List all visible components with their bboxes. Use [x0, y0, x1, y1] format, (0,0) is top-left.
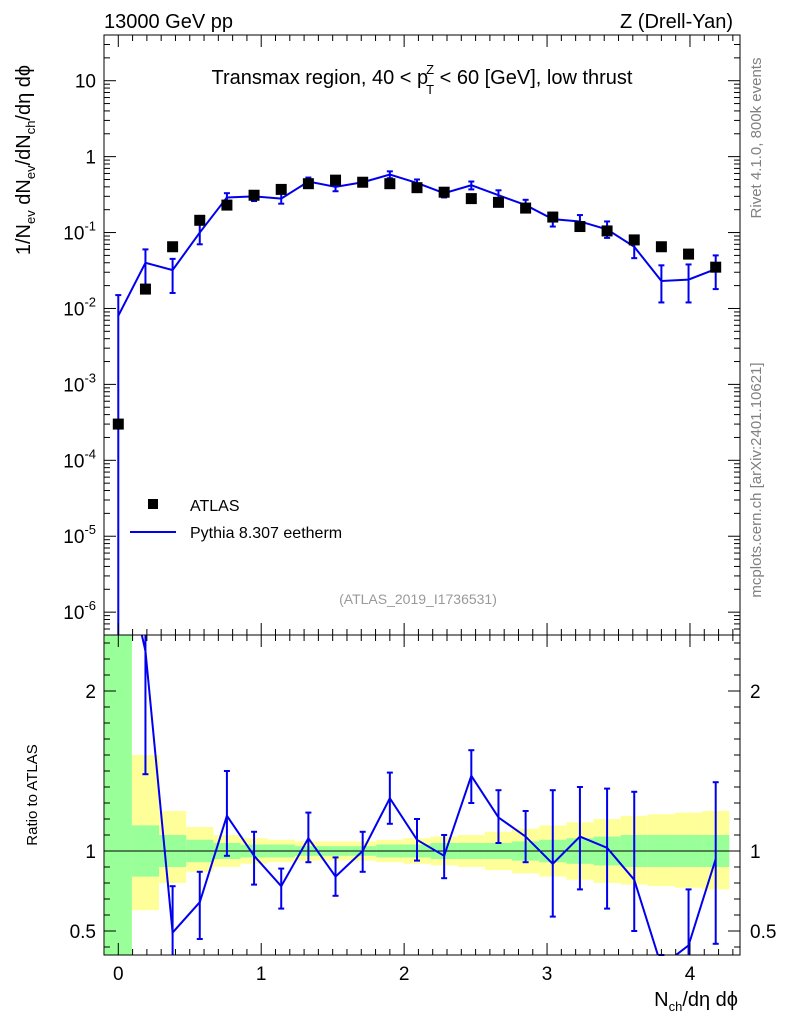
- legend-label-atlas: ATLAS: [190, 498, 240, 515]
- ratio-line: [140, 635, 717, 955]
- atlas-data-point: [139, 283, 151, 295]
- atlas-data-point: [628, 234, 640, 246]
- atlas-data-point: [438, 186, 450, 198]
- header-left: 13000 GeV pp: [104, 11, 233, 33]
- atlas-data-point: [465, 193, 477, 205]
- atlas-data-point: [411, 182, 423, 194]
- y-tick-label: 10-2: [63, 294, 96, 320]
- atlas-data-point: [655, 241, 667, 253]
- main-axes: 10-6 10-5 10-4 10-3 10-2 10-1 1 10: [63, 34, 740, 636]
- ratio-panel: 0.5 0.5 1 1 2 2 0 1 2 3 4 Ratio to ATLAS Nch/dη dϕ: [24, 634, 776, 1014]
- ratio-y-tick-label: 0.5: [70, 922, 96, 943]
- atlas-data-point: [112, 418, 124, 430]
- x-tick-label: 1: [256, 964, 267, 985]
- plot-title: Transmax region, 40 < pZ T < 60 [GeV], lo…: [212, 62, 633, 97]
- atlas-data-point: [357, 176, 369, 188]
- x-tick-label: 2: [399, 964, 410, 985]
- y-tick-label: 10-5: [63, 522, 96, 548]
- ratio-band-inner: [104, 635, 132, 955]
- mc-line: [117, 173, 717, 317]
- atlas-data-point: [275, 183, 287, 195]
- atlas-data-point: [574, 221, 586, 233]
- legend-marker-atlas: [148, 499, 158, 509]
- atlas-data-point: [601, 225, 613, 237]
- y-tick-label: 1: [85, 148, 96, 169]
- atlas-data-point: [384, 178, 396, 190]
- ratio-y-tick-label-right: 2: [750, 682, 761, 703]
- atlas-data-point: [330, 174, 342, 186]
- ratio-y-tick-label: 1: [85, 842, 96, 863]
- main-plot-area: [112, 170, 722, 635]
- side-label-top: Rivet 4.1.0, 800k events: [748, 58, 765, 219]
- ratio-y-tick-label-right: 1: [750, 842, 761, 863]
- ratio-frame: [103, 634, 741, 956]
- x-tick-label: 0: [113, 964, 124, 985]
- y-tick-label: 10-3: [63, 370, 96, 396]
- side-label-bottom: mcplots.cern.ch [arXiv:2401.10621]: [748, 362, 765, 597]
- y-tick-label: 10-6: [63, 598, 96, 624]
- ratio-plot-area: [104, 635, 740, 956]
- main-frame: [103, 34, 741, 636]
- ratio-ylabel: Ratio to ATLAS: [24, 744, 41, 845]
- atlas-data-point: [547, 211, 559, 223]
- atlas-data-point: [520, 202, 532, 214]
- analysis-tag: (ATLAS_2019_I1736531): [339, 591, 497, 607]
- legend-label-pythia: Pythia 8.307 eetherm: [190, 525, 342, 542]
- ratio-y-tick-label-right: 0.5: [750, 922, 776, 943]
- main-ylabel: 1/Nev dNev/dNch/dη dϕ: [13, 65, 38, 255]
- main-panel: 10-6 10-5 10-4 10-3 10-2 10-1 1 10 Transmax reg…: [13, 34, 741, 636]
- atlas-data-point: [492, 196, 504, 208]
- ratio-xlabel: Nch/dη dϕ: [654, 989, 738, 1014]
- atlas-data-point: [683, 248, 695, 260]
- atlas-data-point: [302, 178, 314, 190]
- atlas-data-point: [167, 241, 179, 253]
- legend: ATLAS Pythia 8.307 eetherm: [130, 498, 342, 542]
- x-tick-label: 4: [685, 964, 696, 985]
- atlas-data-point: [248, 189, 260, 201]
- atlas-data-point: [194, 214, 206, 226]
- svg-text:1/Nev dNev/dNch/dη dϕ: 1/Nev dNev/dNch/dη dϕ: [13, 65, 38, 255]
- ratio-axes: 0.5 0.5 1 1 2 2 0 1 2 3 4: [70, 635, 776, 985]
- header-right: Z (Drell-Yan): [620, 11, 733, 33]
- x-tick-label: 3: [542, 964, 553, 985]
- y-tick-label: 10-4: [63, 446, 96, 472]
- atlas-data-point: [710, 261, 722, 273]
- ratio-y-tick-label: 2: [85, 682, 96, 703]
- atlas-data-point: [221, 199, 233, 211]
- y-tick-label: 10-1: [63, 219, 96, 245]
- y-tick-label: 10: [75, 72, 96, 93]
